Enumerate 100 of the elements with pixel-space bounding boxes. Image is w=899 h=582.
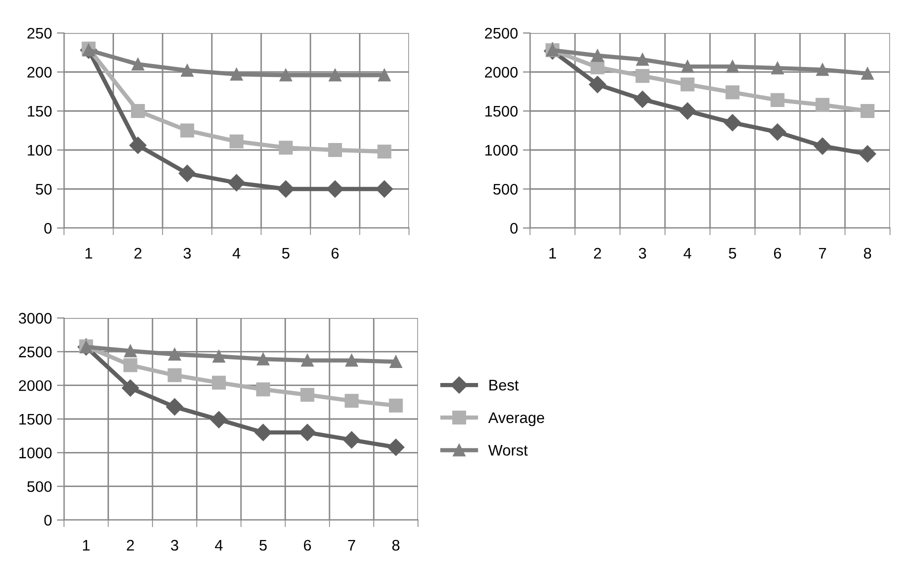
x-tick-label: 6 bbox=[332, 248, 339, 259]
point bbox=[861, 67, 874, 80]
y-tick-label: 100 bbox=[28, 144, 52, 156]
point bbox=[816, 98, 830, 112]
y-tick-label: 1000 bbox=[485, 144, 518, 156]
point bbox=[771, 62, 784, 74]
x-tick-label: 3 bbox=[638, 248, 646, 259]
x-tick-label: 7 bbox=[819, 248, 826, 259]
point bbox=[343, 431, 360, 448]
y-tick-label: 3000 bbox=[18, 312, 52, 324]
x-tick-label: 4 bbox=[232, 248, 240, 259]
point bbox=[680, 78, 694, 92]
x-tick-label: 5 bbox=[259, 540, 267, 551]
x-tick-label: 8 bbox=[864, 248, 872, 259]
x-tick-label: 3 bbox=[184, 248, 191, 259]
y-tick-label: 1500 bbox=[19, 414, 52, 425]
x-tick-label: 8 bbox=[392, 540, 400, 551]
point bbox=[387, 438, 404, 456]
y-tick-label: 2500 bbox=[484, 28, 518, 39]
point bbox=[132, 58, 144, 70]
y-tick-label: 1000 bbox=[19, 448, 52, 458]
point bbox=[256, 382, 270, 396]
x-tick-label: 5 bbox=[282, 248, 290, 259]
point bbox=[724, 114, 742, 132]
point bbox=[816, 63, 829, 76]
y-tick-label: 2500 bbox=[18, 346, 52, 358]
point bbox=[300, 388, 314, 402]
point bbox=[301, 354, 314, 367]
y-tick-label: 500 bbox=[493, 184, 518, 195]
y-tick-label: 1500 bbox=[485, 106, 518, 117]
point bbox=[166, 398, 184, 416]
y-tick-label: 2000 bbox=[484, 66, 518, 78]
point bbox=[860, 104, 874, 118]
y-tick-label: 0 bbox=[44, 514, 52, 526]
point bbox=[122, 379, 139, 397]
x-tick-label: 6 bbox=[304, 540, 311, 551]
point bbox=[328, 143, 342, 157]
x-tick-label: 4 bbox=[684, 248, 692, 259]
point bbox=[726, 85, 740, 100]
point bbox=[228, 174, 246, 192]
point bbox=[168, 368, 182, 382]
x-tick-label: 1 bbox=[83, 540, 90, 551]
y-tick-label: 0 bbox=[510, 222, 518, 234]
point bbox=[591, 49, 604, 62]
point bbox=[277, 180, 294, 198]
point bbox=[130, 104, 145, 118]
point bbox=[212, 376, 226, 390]
point bbox=[180, 64, 194, 77]
point bbox=[636, 53, 649, 66]
point bbox=[378, 68, 391, 82]
point bbox=[390, 356, 402, 368]
point bbox=[212, 350, 226, 363]
point bbox=[726, 60, 739, 73]
point bbox=[124, 344, 137, 358]
point bbox=[377, 144, 392, 159]
x-tick-label: 2 bbox=[126, 540, 134, 551]
legend-label: Worst bbox=[488, 445, 528, 456]
y-tick-label: 250 bbox=[27, 28, 52, 39]
point bbox=[328, 68, 342, 82]
point bbox=[345, 354, 358, 367]
x-tick-label: 2 bbox=[594, 248, 601, 259]
y-tick-label: 200 bbox=[27, 66, 52, 78]
point bbox=[636, 68, 650, 83]
point bbox=[681, 60, 694, 73]
point bbox=[129, 136, 146, 154]
point bbox=[634, 90, 652, 108]
point bbox=[814, 138, 832, 155]
point bbox=[344, 394, 359, 408]
y-tick-label: 500 bbox=[27, 481, 52, 492]
point bbox=[858, 145, 876, 162]
point bbox=[770, 93, 784, 108]
x-tick-label: 1 bbox=[549, 248, 556, 259]
legend-label: Average bbox=[488, 412, 544, 426]
y-tick-label: 0 bbox=[44, 222, 52, 234]
point bbox=[254, 424, 272, 442]
point bbox=[168, 348, 181, 361]
point bbox=[210, 411, 228, 428]
x-tick-label: 3 bbox=[170, 540, 178, 551]
point bbox=[768, 124, 786, 141]
point bbox=[326, 180, 344, 198]
point bbox=[278, 140, 293, 155]
point bbox=[376, 180, 393, 198]
point bbox=[588, 76, 606, 94]
point bbox=[388, 398, 403, 412]
point bbox=[230, 134, 244, 148]
point bbox=[256, 352, 270, 366]
x-tick-label: 1 bbox=[86, 248, 92, 259]
point bbox=[230, 68, 243, 81]
y-tick-label: 150 bbox=[28, 106, 52, 117]
point bbox=[590, 60, 604, 74]
x-tick-label: 5 bbox=[728, 248, 736, 259]
point bbox=[180, 124, 194, 138]
x-tick-label: 6 bbox=[774, 248, 782, 259]
x-tick-label: 2 bbox=[134, 248, 142, 259]
point bbox=[298, 424, 316, 442]
x-tick-label: 7 bbox=[348, 540, 356, 551]
point bbox=[123, 358, 138, 372]
y-tick-label: 2000 bbox=[18, 380, 52, 392]
legend-label: Best bbox=[489, 380, 519, 391]
x-tick-label: 4 bbox=[214, 540, 223, 551]
